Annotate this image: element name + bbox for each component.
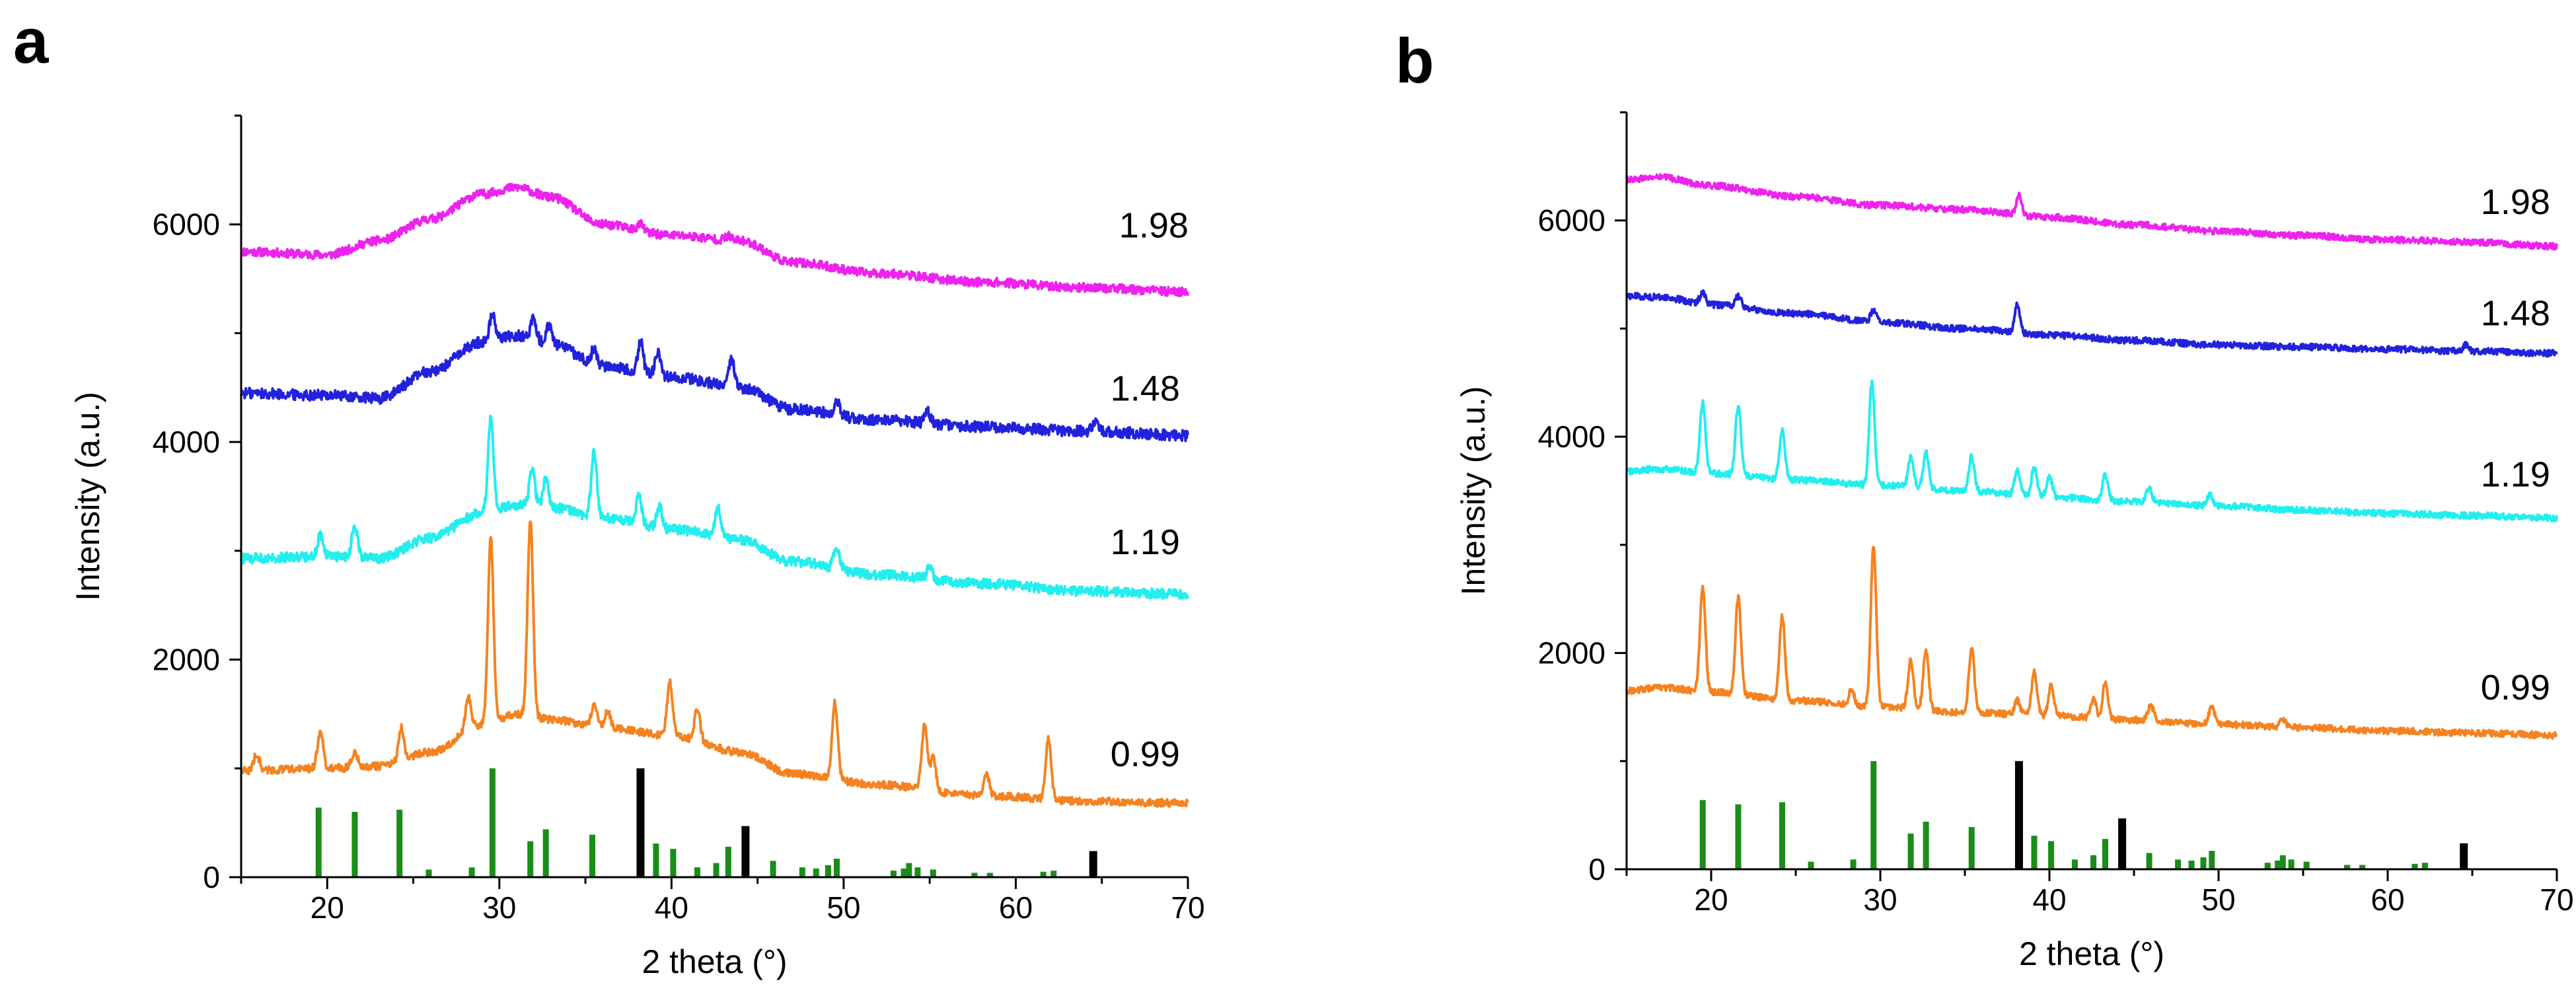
series-line-1.48 xyxy=(1625,289,2558,358)
x-tick-label: 20 xyxy=(1694,882,1728,917)
series-label: 1.48 xyxy=(1111,369,1180,409)
y-axis-title: Intensity (a.u.) xyxy=(69,392,106,601)
series-line-1.48 xyxy=(240,311,1189,443)
x-tick-label: 50 xyxy=(827,890,860,925)
x-tick-label: 60 xyxy=(2371,882,2404,917)
series-label: 0.99 xyxy=(2481,668,2550,707)
x-tick-label: 30 xyxy=(482,890,516,925)
x-axis-title: 2 theta (°) xyxy=(2019,935,2164,972)
series-line-1.98 xyxy=(1625,172,2558,251)
panel-a: a 1.98 1.48 1.19 0.99 20 30 40 50 60 70 0 2000 4000 60… xyxy=(13,6,1205,980)
series-line-0.99 xyxy=(1625,546,2558,740)
panel-letter: a xyxy=(13,6,49,77)
panel-b: b 1.98 1.48 1.19 0.99 20 30 40 50 60 70 0 2000 4000 60… xyxy=(1395,26,2574,972)
y-tick-label: 0 xyxy=(1588,852,1605,886)
x-tick-label: 40 xyxy=(655,890,688,925)
y-axis-title: Intensity (a.u.) xyxy=(1455,386,1492,596)
x-axis-title: 2 theta (°) xyxy=(642,943,787,980)
x-tick-label: 30 xyxy=(1863,882,1897,917)
x-tick-label: 70 xyxy=(1171,890,1204,925)
y-tick-label: 2000 xyxy=(1538,636,1605,670)
series-line-1.98 xyxy=(240,182,1189,297)
series-label: 1.98 xyxy=(2481,182,2550,222)
panel-letter: b xyxy=(1395,26,1434,96)
y-tick-label: 2000 xyxy=(153,643,220,677)
y-tick-label: 6000 xyxy=(1538,203,1605,238)
x-tick-label: 60 xyxy=(999,890,1033,925)
series-label: 0.99 xyxy=(1111,735,1180,774)
x-tick-label: 20 xyxy=(311,890,344,925)
series-label: 1.98 xyxy=(1119,205,1189,245)
series-label: 1.48 xyxy=(2481,294,2550,334)
y-tick-label: 4000 xyxy=(153,425,220,459)
y-tick-label: 6000 xyxy=(153,207,220,242)
series-label: 1.19 xyxy=(2481,454,2550,494)
series-line-1.19 xyxy=(1625,379,2558,522)
series-line-0.99 xyxy=(240,520,1189,808)
x-tick-label: 70 xyxy=(2540,882,2573,917)
x-tick-label: 40 xyxy=(2032,882,2066,917)
series-label: 1.19 xyxy=(1111,522,1180,562)
series-line-1.19 xyxy=(240,414,1189,600)
x-tick-label: 50 xyxy=(2201,882,2235,917)
y-tick-label: 0 xyxy=(203,860,220,894)
y-tick-label: 4000 xyxy=(1538,419,1605,454)
